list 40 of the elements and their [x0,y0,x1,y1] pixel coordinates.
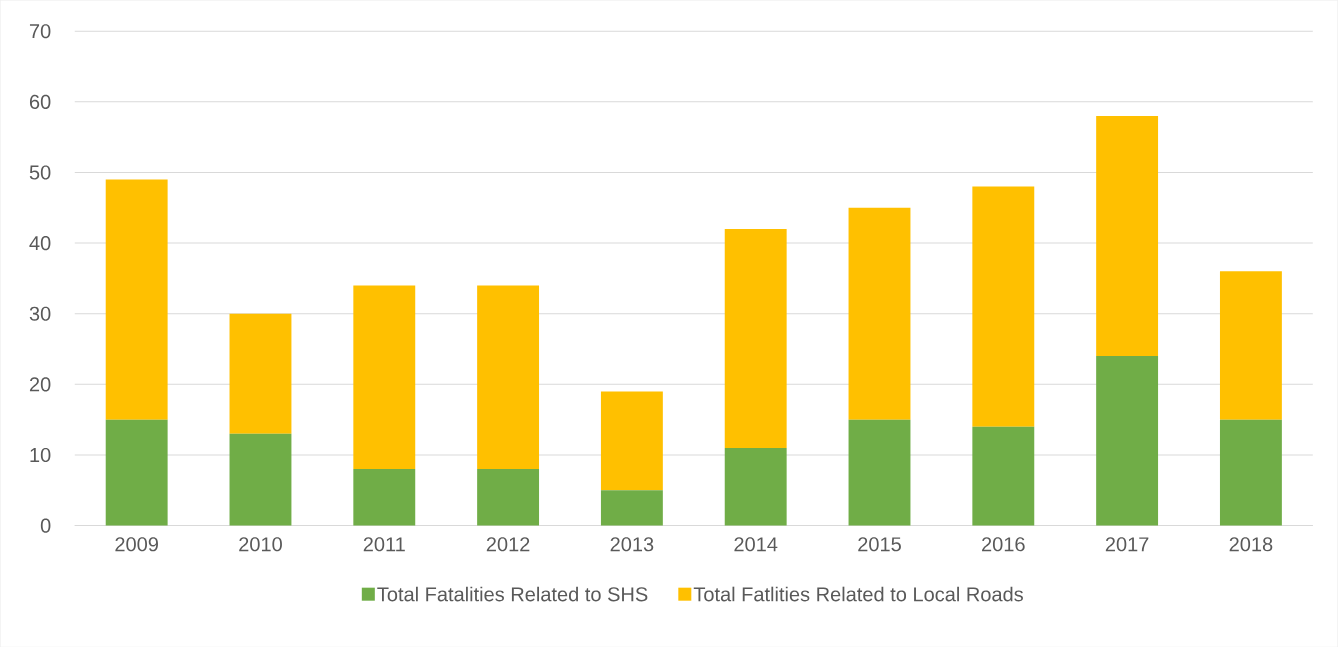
bar [600,490,663,526]
y-tick-label: 60 [29,94,51,109]
legend-label: Total Fatlities Related to Local Roads [693,586,1023,602]
y-tick-label: 0 [40,518,51,533]
bar [353,285,416,469]
bar [724,228,787,448]
bar [477,468,540,526]
y-tick-label: 40 [29,235,51,250]
bar [477,285,540,469]
bar [1096,355,1159,526]
x-tick-label: 2017 [1105,536,1149,552]
bar [972,426,1035,526]
bar [848,207,911,420]
legend-label: Total Fatalities Related to SHS [377,586,648,602]
x-tick-label: 2014 [734,536,778,552]
bar [105,179,168,420]
x-tick-label: 2013 [610,536,654,552]
x-tick-label: 2015 [858,536,901,552]
x-tick-label: 2018 [1229,536,1273,552]
bar [229,313,292,434]
x-tick-label: 2011 [363,536,405,552]
bar [848,419,911,526]
y-tick-label: 10 [30,447,51,462]
bar [229,433,292,526]
y-tick-label: 70 [29,23,51,39]
bar [972,186,1035,427]
bar [1219,271,1282,420]
x-tick-label: 2010 [239,536,282,552]
bar [724,447,787,526]
bar [105,419,168,526]
x-tick-label: 2016 [982,536,1025,552]
x-tick-label: 2012 [486,536,530,552]
y-tick-label: 50 [29,165,51,180]
bar [353,468,416,526]
y-tick-label: 30 [29,306,51,321]
bar [1219,419,1282,526]
y-tick-label: 20 [29,377,51,392]
x-tick-label: 2009 [115,536,158,552]
bar [1096,115,1159,356]
bar [600,391,663,491]
